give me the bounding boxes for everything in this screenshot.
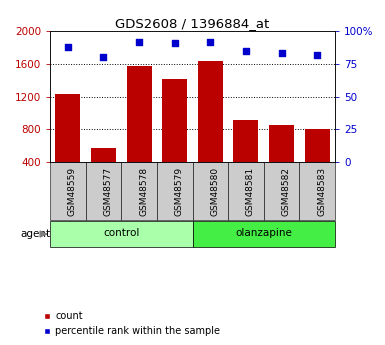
Text: olanzapine: olanzapine: [235, 228, 292, 238]
FancyBboxPatch shape: [85, 162, 121, 220]
Bar: [305, 129, 330, 195]
Bar: [55, 94, 80, 195]
FancyBboxPatch shape: [264, 162, 300, 220]
Point: [207, 39, 213, 44]
Point: [65, 44, 71, 50]
FancyBboxPatch shape: [228, 162, 264, 220]
Text: GSM48577: GSM48577: [104, 167, 112, 216]
Bar: [162, 79, 187, 195]
Point: [136, 39, 142, 44]
Text: GSM48578: GSM48578: [139, 167, 148, 216]
Point: [172, 40, 178, 46]
Text: GSM48583: GSM48583: [317, 167, 326, 216]
Text: GSM48581: GSM48581: [246, 167, 255, 216]
Legend: count, percentile rank within the sample: count, percentile rank within the sample: [40, 307, 224, 340]
Text: GSM48579: GSM48579: [175, 167, 184, 216]
Title: GDS2608 / 1396884_at: GDS2608 / 1396884_at: [116, 17, 270, 30]
Text: GSM48582: GSM48582: [281, 167, 291, 216]
FancyBboxPatch shape: [121, 162, 157, 220]
Text: agent: agent: [20, 229, 50, 239]
Bar: [233, 120, 258, 195]
Point: [243, 48, 249, 53]
FancyBboxPatch shape: [192, 221, 335, 247]
FancyBboxPatch shape: [300, 162, 335, 220]
Bar: [269, 125, 294, 195]
Point: [278, 51, 285, 56]
Point: [314, 52, 320, 57]
Bar: [91, 148, 116, 195]
FancyBboxPatch shape: [192, 162, 228, 220]
FancyBboxPatch shape: [157, 162, 192, 220]
Text: GSM48559: GSM48559: [68, 167, 77, 216]
Text: control: control: [103, 228, 139, 238]
FancyBboxPatch shape: [50, 162, 85, 220]
FancyBboxPatch shape: [50, 221, 192, 247]
Bar: [127, 66, 152, 195]
Text: GSM48580: GSM48580: [210, 167, 219, 216]
Point: [100, 55, 107, 60]
Bar: [198, 61, 223, 195]
